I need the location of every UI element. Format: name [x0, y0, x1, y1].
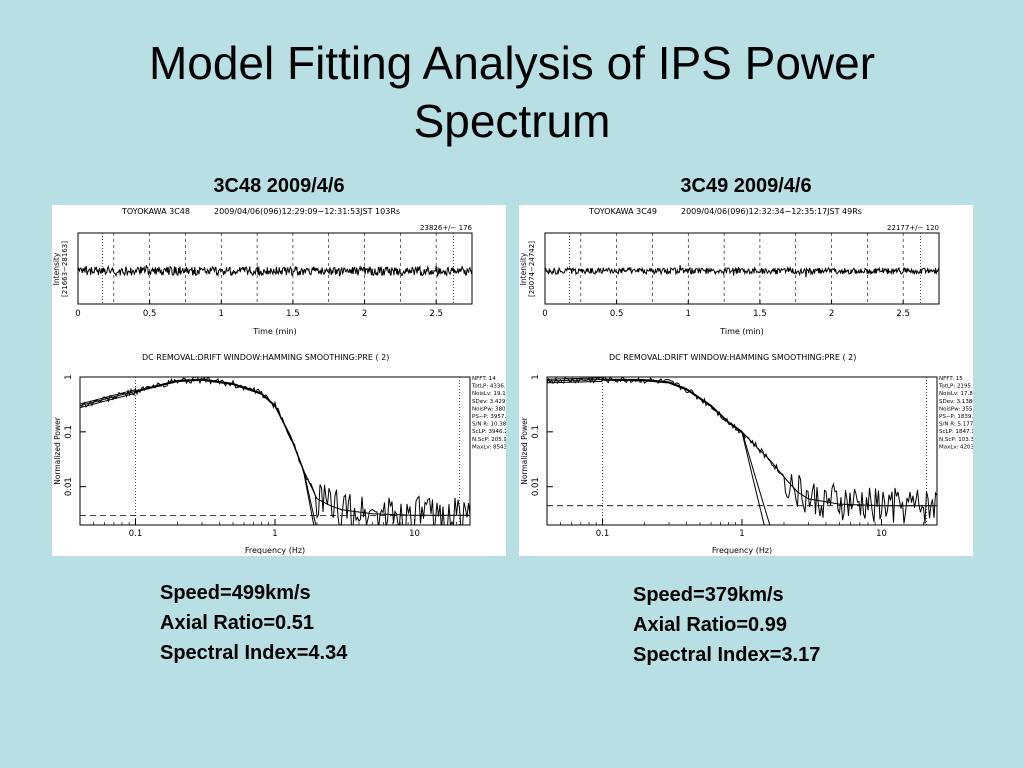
intensity-range-label: [20074−24742] — [528, 241, 536, 297]
speed-value: Speed=499km/s — [160, 582, 311, 604]
freq-axis-label: Frequency (Hz) — [245, 546, 305, 555]
fit-parameter: N.ScP: 205.96 — [472, 437, 506, 443]
time-tick-label: 1.5 — [753, 309, 767, 319]
fit-parameter: N.ScP: 103.31 — [939, 437, 973, 443]
intensity-mean: 22177+/− 120 — [887, 224, 939, 232]
power-tick-label: 0.01 — [64, 477, 74, 496]
spectrum-header: DC REMOVAL:DRIFT WINDOW:HAMMING SMOOTHIN… — [609, 353, 856, 362]
spectrum-curves — [80, 377, 470, 525]
time-tick-label: 0 — [542, 309, 547, 319]
time-tick-label: 2.5 — [896, 309, 910, 319]
time-tick-label: 1 — [686, 309, 691, 319]
time-axis-label: Time (min) — [719, 327, 763, 336]
axial-ratio-value: Axial Ratio=0.99 — [633, 614, 787, 636]
observation-site: TOYOKAWA 3C49 — [588, 207, 657, 216]
fit-parameter: NoisPw: 380.86 — [472, 406, 506, 412]
power-axis-label: Normalized Power — [53, 416, 62, 485]
slide-title-line-2: Spectrum — [413, 95, 611, 147]
fit-parameter: PS−P: 1839.8 — [939, 414, 973, 420]
time-tick-label: 2 — [829, 309, 834, 319]
fit-parameter: NFFT: 15 — [939, 376, 963, 382]
ips-chart-svg: TOYOKAWA 3C48 2009/04/06(096)12:29:09−12:… — [52, 207, 506, 555]
fit-parameter: MaxLv: 8543.9 — [472, 444, 506, 450]
slide-title-line-1: Model Fitting Analysis of IPS Power — [148, 37, 876, 89]
spectral-index-value: Spectral Index=4.34 — [160, 642, 348, 664]
fit-parameter: ScLP: 3946.2 — [472, 429, 506, 435]
fit-parameter: PS−P: 3957.6 — [472, 414, 506, 420]
chart-panel-3c48: TOYOKAWA 3C48 2009/04/06(096)12:29:09−12:… — [52, 205, 506, 556]
fit-parameter: MaxLv: 4203.7 — [939, 444, 973, 450]
intensity-axis-label: Intensity — [519, 252, 528, 285]
observation-date: 2009/04/06(096)12:32:34−12:35:17JST 49Rs — [681, 207, 862, 216]
time-tick-label: 0.5 — [143, 309, 157, 319]
fit-parameter: NoisLv: 19.170 — [472, 391, 506, 397]
axial-ratio-value: Axial Ratio=0.51 — [160, 612, 314, 634]
freq-tick-label: 1 — [739, 529, 744, 539]
panel-label-3c49: 3C49 2009/4/6 — [680, 175, 812, 197]
freq-axis-label: Frequency (Hz) — [712, 546, 772, 555]
fit-parameter: TotLP: 2195.1 — [938, 384, 973, 390]
model-fit-curve — [547, 379, 937, 507]
fit-parameter: ScLP: 1847.1 — [939, 429, 973, 435]
chart-panel-3c49: TOYOKAWA 3C49 2009/04/06(096)12:32:34−12:… — [519, 205, 973, 556]
power-tick-label: 1 — [531, 374, 541, 379]
intensity-axis-label: Intensity — [52, 252, 61, 285]
intensity-mean: 23826+/− 176 — [420, 224, 472, 232]
power-tick-label: 0.1 — [531, 425, 541, 439]
spectral-index-value: Spectral Index=3.17 — [633, 644, 821, 666]
fit-parameter: SDev: 3.4297 — [472, 399, 506, 405]
time-tick-label: 1.5 — [286, 309, 300, 319]
fit-parameter: NFFT: 14 — [472, 376, 496, 382]
freq-tick-label: 0.1 — [129, 529, 143, 539]
slide-title: Model Fitting Analysis of IPS Power Spec… — [0, 34, 1024, 150]
time-tick-label: 1 — [219, 309, 224, 319]
fit-results-3c49: Speed=379km/s Axial Ratio=0.99 Spectral … — [633, 580, 820, 670]
observation-site: TOYOKAWA 3C48 — [121, 207, 190, 216]
panel-label-3c48: 3C48 2009/4/6 — [213, 175, 345, 197]
spectrum-plot-frame — [79, 376, 471, 526]
power-tick-label: 1 — [64, 374, 74, 379]
fit-parameter: TotLP: 4336.5 — [471, 384, 506, 390]
intensity-trace — [77, 264, 473, 278]
observation-date: 2009/04/06(096)12:29:09−12:31:53JST 103R… — [214, 207, 400, 216]
freq-tick-label: 1 — [272, 529, 277, 539]
time-plot-frame — [77, 232, 473, 305]
model-fit-curve — [80, 378, 470, 516]
spectrum-header: DC REMOVAL:DRIFT WINDOW:HAMMING SMOOTHIN… — [142, 353, 389, 362]
intensity-range-label: [21663−28163] — [61, 241, 69, 297]
fit-parameter: S/N R: 5.1776 — [939, 422, 973, 428]
freq-tick-label: 0.1 — [596, 529, 610, 539]
intensity-trace — [544, 265, 940, 278]
spectrum-curves — [547, 377, 937, 525]
fit-results-3c48: Speed=499km/s Axial Ratio=0.51 Spectral … — [160, 578, 347, 668]
ips-chart-svg: TOYOKAWA 3C49 2009/04/06(096)12:32:34−12:… — [519, 207, 973, 555]
power-tick-label: 0.01 — [531, 477, 541, 496]
time-tick-label: 2 — [362, 309, 367, 319]
fit-parameter: SDev: 3.1380 — [939, 399, 973, 405]
fit-parameter: NoisPw: 355.34 — [939, 406, 973, 412]
freq-tick-label: 10 — [876, 529, 887, 539]
time-tick-label: 0 — [75, 309, 80, 319]
fit-parameter: S/N R: 10.388 — [472, 422, 506, 428]
speed-value: Speed=379km/s — [633, 584, 784, 606]
time-tick-label: 0.5 — [610, 309, 624, 319]
power-tick-label: 0.1 — [64, 425, 74, 439]
freq-tick-label: 10 — [409, 529, 420, 539]
observed-spectrum-trace — [547, 377, 937, 524]
spectrum-plot-frame — [546, 376, 938, 526]
fit-parameter: NoisLv: 17.880 — [939, 391, 973, 397]
power-axis-label: Normalized Power — [520, 416, 529, 485]
observed-spectrum-trace — [80, 377, 470, 525]
time-tick-label: 2.5 — [429, 309, 443, 319]
time-axis-label: Time (min) — [252, 327, 296, 336]
